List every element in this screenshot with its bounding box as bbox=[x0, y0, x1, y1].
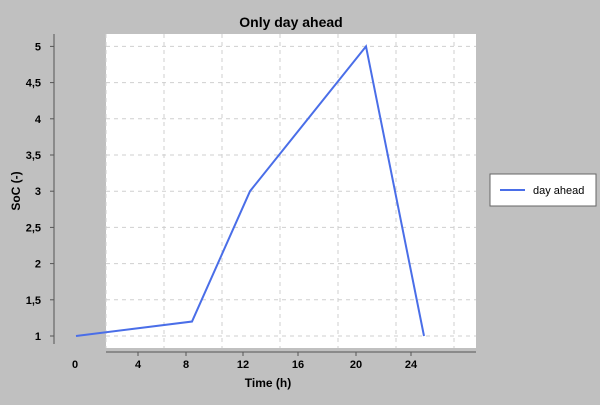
series-layer bbox=[75, 44, 425, 337]
x-tick-label: 8 bbox=[183, 359, 189, 371]
y-tick-label: 2,5 bbox=[26, 222, 41, 234]
x-tick-label: 0 bbox=[72, 359, 78, 371]
x-tick-label: 24 bbox=[405, 359, 418, 371]
y-tick-label: 3,5 bbox=[26, 150, 41, 162]
chart-title: Only day ahead bbox=[239, 14, 342, 30]
y-tick-label: 3 bbox=[35, 186, 41, 198]
y-tick-label: 1,5 bbox=[26, 295, 41, 307]
legend: day ahead bbox=[489, 173, 597, 207]
series-line-day-ahead bbox=[75, 44, 425, 337]
y-tick-label: 4,5 bbox=[26, 78, 41, 90]
x-tick-label: 20 bbox=[350, 359, 362, 371]
y-tick-label: 2 bbox=[35, 259, 41, 271]
y-tick-label: 5 bbox=[35, 41, 41, 53]
x-tick-label: 4 bbox=[135, 359, 142, 371]
x-axis-label: Time (h) bbox=[245, 376, 291, 390]
legend-label-day-ahead: day ahead bbox=[533, 185, 584, 197]
grid bbox=[105, 34, 476, 348]
x-tick-label: 16 bbox=[292, 359, 304, 371]
x-tick-label: 12 bbox=[237, 359, 249, 371]
y-axis-label: SoC (-) bbox=[9, 171, 23, 210]
y-tick-label: 4 bbox=[35, 114, 42, 126]
ticks: 1 1,5 2 2,5 3 3,5 4 4,5 5 0 4 8 12 16 20 24 bbox=[26, 41, 418, 371]
y-tick-label: 1 bbox=[35, 331, 41, 343]
axes bbox=[53, 34, 476, 353]
